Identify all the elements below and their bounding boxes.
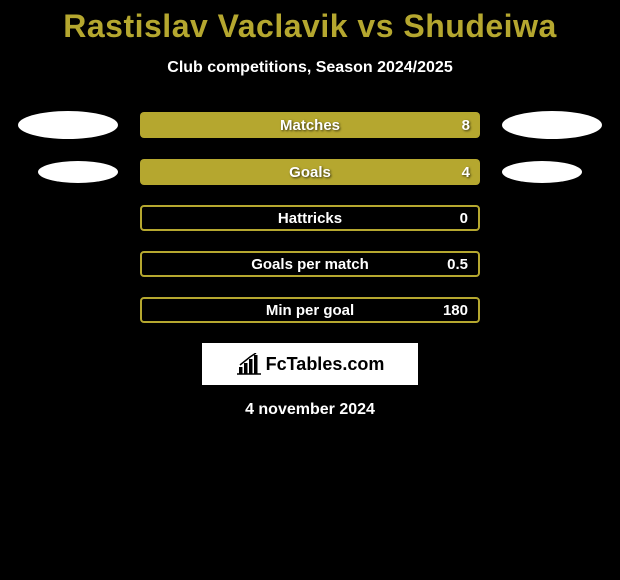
stat-value: 0.5 xyxy=(447,256,468,273)
spacer xyxy=(18,310,118,311)
spacer xyxy=(18,264,118,265)
stat-row: Hattricks 0 xyxy=(0,205,620,231)
bars-chart-icon xyxy=(236,353,262,375)
page-title: Rastislav Vaclavik vs Shudeiwa xyxy=(0,8,620,45)
date-text: 4 november 2024 xyxy=(0,401,620,419)
stat-bar: Matches 8 xyxy=(140,112,480,138)
stat-value: 8 xyxy=(462,117,470,134)
stat-bar: Goals 4 xyxy=(140,159,480,185)
stat-label: Matches xyxy=(280,117,340,134)
stat-bar: Goals per match 0.5 xyxy=(140,251,480,277)
stat-bar: Min per goal 180 xyxy=(140,297,480,323)
spacer xyxy=(502,218,602,219)
subtitle: Club competitions, Season 2024/2025 xyxy=(0,59,620,77)
spacer xyxy=(502,310,602,311)
stat-row: Goals 4 xyxy=(0,159,620,185)
player-left-marker xyxy=(18,111,118,139)
stat-label: Goals per match xyxy=(251,256,369,273)
comparison-infographic: Rastislav Vaclavik vs Shudeiwa Club comp… xyxy=(0,0,620,419)
stat-value: 4 xyxy=(462,164,470,181)
stat-value: 180 xyxy=(443,302,468,319)
stat-label: Goals xyxy=(289,164,331,181)
stat-bar: Hattricks 0 xyxy=(140,205,480,231)
stat-label: Hattricks xyxy=(278,210,342,227)
logo-box: FcTables.com xyxy=(202,343,418,385)
spacer xyxy=(502,264,602,265)
player-left-marker xyxy=(38,161,118,183)
stat-label: Min per goal xyxy=(266,302,354,319)
stat-row: Min per goal 180 xyxy=(0,297,620,323)
stat-row: Matches 8 xyxy=(0,111,620,139)
stat-value: 0 xyxy=(460,210,468,227)
player-right-marker xyxy=(502,111,602,139)
player-right-marker xyxy=(502,161,582,183)
stats-list: Matches 8 Goals 4 Hattricks 0 Goals per match 0… xyxy=(0,111,620,323)
spacer xyxy=(18,218,118,219)
logo-text: FcTables.com xyxy=(266,354,385,375)
stat-row: Goals per match 0.5 xyxy=(0,251,620,277)
